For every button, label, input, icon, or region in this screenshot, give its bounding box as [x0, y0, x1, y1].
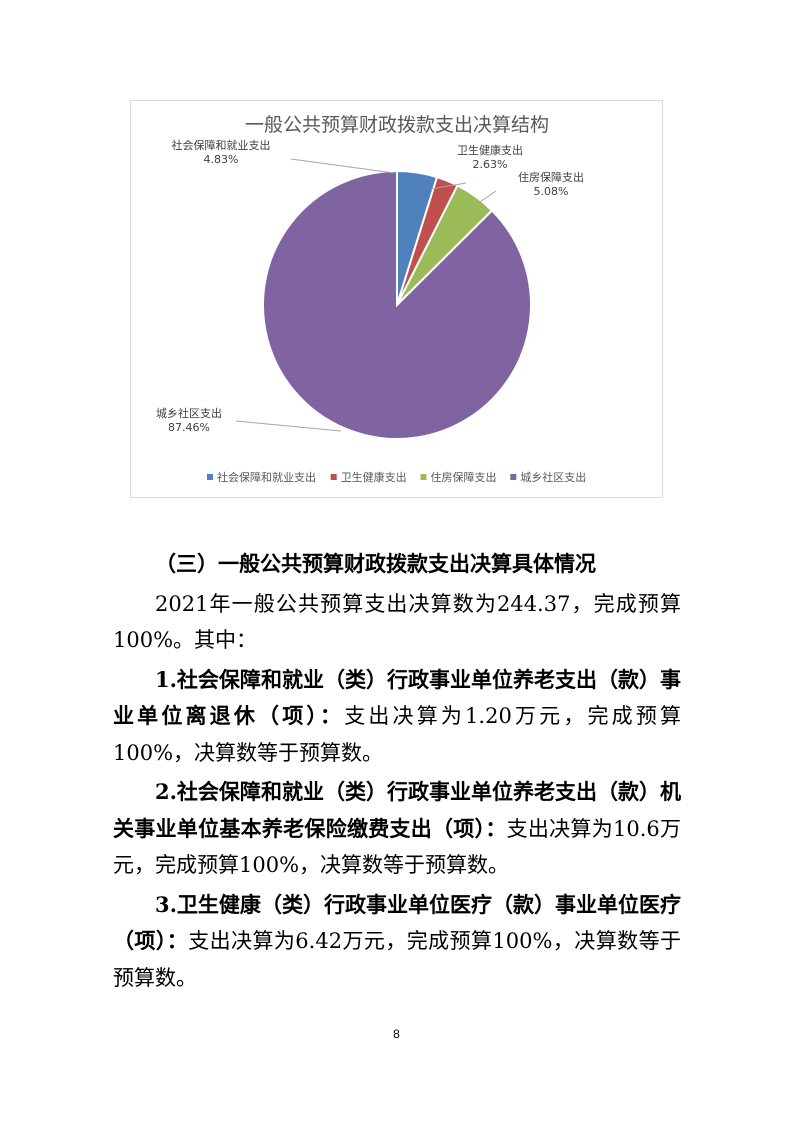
page-number: 8: [393, 1027, 400, 1041]
section-heading: （三）一般公共预算财政拨款支出决算具体情况: [155, 551, 596, 576]
legend-entry: 城乡社区支出: [520, 470, 586, 484]
legend-swatch: [330, 474, 337, 480]
slice-value-label: 87.46%: [168, 421, 210, 434]
legend-swatch: [207, 474, 213, 480]
item-paragraph-2: 2.社会保障和就业（类）行政事业单位养老支出（款）机关事业单位基本养老保险缴费支…: [113, 774, 681, 884]
item-1-heading: 1.社会保障和就业（类）行政事业单位养老支出（款）事业单位离退休（项）：: [113, 666, 681, 729]
slice-value-label: 5.08%: [534, 185, 569, 198]
leader-line: [290, 158, 395, 174]
item-1-text: 支出决算为1.20万元，完成预算100%，决算数等于预算数。: [113, 704, 681, 765]
pie-chart-svg: 一般公共预算财政拨款支出决算结构 社会保障和就业支出4.83%卫生健康支出2.6…: [156, 114, 586, 484]
item-paragraph-3: 3.卫生健康（类）行政事业单位医疗（款）事业单位医疗（项）：支出决算为6.42万…: [113, 887, 681, 997]
legend-entry: 卫生健康支出: [341, 470, 407, 484]
slice-category-label: 城乡社区支出: [156, 406, 222, 420]
leader-line: [430, 182, 467, 190]
slice-value-label: 2.63%: [473, 158, 508, 171]
chart-title: 一般公共预算财政拨款支出决算结构: [245, 114, 549, 136]
slice-value-label: 4.83%: [204, 153, 239, 166]
item-2-text: 支出决算为10.6万元，完成预算100%，决算数等于预算数。: [113, 816, 681, 878]
item-2-heading: 2.社会保障和就业（类）行政事业单位养老支出（款）机关事业单位基本养老保险缴费支…: [113, 779, 681, 841]
legend-entry: 住房保障支出: [431, 470, 497, 484]
item-3-heading: 3.卫生健康（类）行政事业单位医疗（款）事业单位医疗（项）：: [113, 891, 681, 954]
item-paragraph-1: 1.社会保障和就业（类）行政事业单位养老支出（款）事业单位离退休（项）：支出决算…: [113, 662, 681, 772]
item-3-text: 支出决算为6.42万元，完成预算100%，决算数等于预算数。: [113, 929, 681, 990]
pie-slice: [262, 169, 532, 440]
slice-category-label: 社会保障和就业支出: [172, 138, 271, 152]
pie-chart: 一般公共预算财政拨款支出决算结构 社会保障和就业支出 4.83% 卫生健康支出 2.6…: [130, 100, 663, 498]
intro-paragraph: 2021年一般公共预算支出决算数为244.37，完成预算100%。其中：: [113, 591, 681, 653]
leader-line: [235, 420, 342, 432]
slice-category-label: 卫生健康支出: [457, 143, 523, 157]
legend-swatch: [510, 474, 517, 480]
slice-category-label: 住房保障支出: [518, 170, 584, 184]
legend-entry: 社会保障和就业支出: [217, 470, 316, 484]
document-body: （三）一般公共预算财政拨款支出决算具体情况 2021年一般公共预算支出决算数为2…: [113, 546, 681, 999]
leader-line: [473, 190, 497, 207]
legend-swatch: [420, 474, 427, 480]
